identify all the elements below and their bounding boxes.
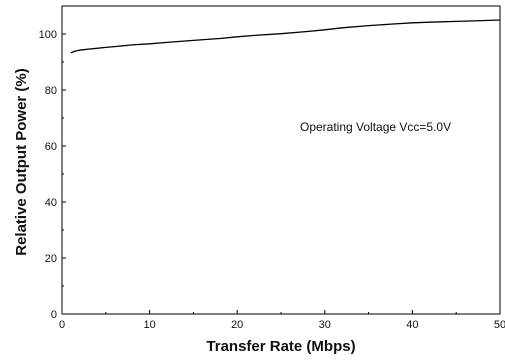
y-tick-label: 80 bbox=[45, 85, 57, 97]
y-tick-label: 100 bbox=[39, 29, 57, 41]
y-tick-label: 60 bbox=[45, 141, 57, 153]
series-line bbox=[70, 19, 501, 54]
y-tick-label: 40 bbox=[45, 197, 57, 209]
plot-border bbox=[61, 5, 501, 315]
series-layer bbox=[70, 19, 501, 54]
y-axis: 0 20 40 60 80 100 bbox=[39, 29, 66, 321]
x-tick-label: 0 bbox=[59, 319, 65, 331]
y-tick-label: 0 bbox=[51, 309, 57, 321]
annotation-text: Operating Voltage Vcc=5.0V bbox=[300, 120, 451, 134]
x-tick-label: 20 bbox=[231, 319, 243, 331]
plot-area bbox=[61, 5, 501, 315]
x-axis-title: Transfer Rate (Mbps) bbox=[206, 338, 355, 355]
x-tick-label: 40 bbox=[406, 319, 418, 331]
y-axis-title: Relative Output Power (%) bbox=[13, 68, 30, 256]
x-tick-label: 30 bbox=[319, 319, 331, 331]
x-axis: 0 10 20 30 40 50 bbox=[59, 310, 505, 331]
x-tick-label: 10 bbox=[143, 319, 155, 331]
y-tick-label: 20 bbox=[45, 253, 57, 265]
x-tick-label: 50 bbox=[494, 319, 505, 331]
